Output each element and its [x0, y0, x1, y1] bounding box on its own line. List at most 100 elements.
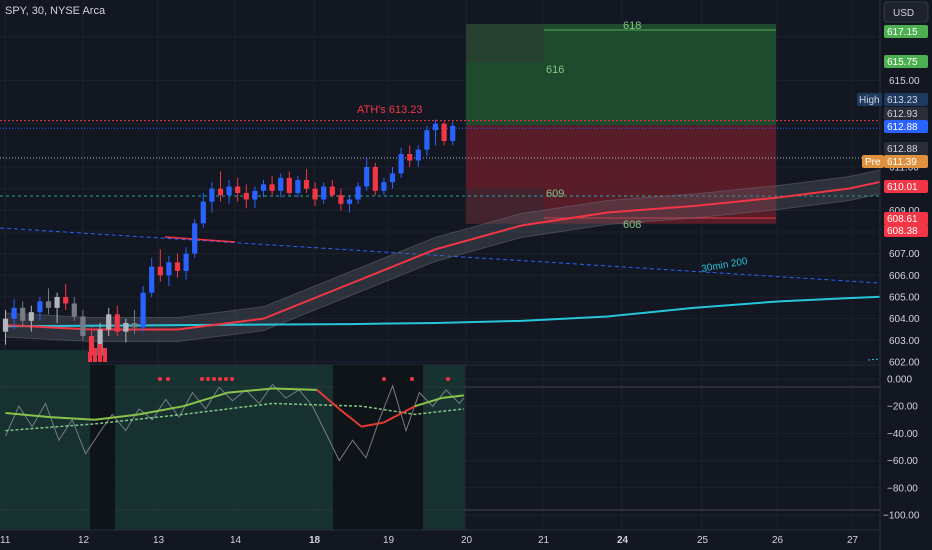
tag-high-value: 613.23	[887, 95, 918, 106]
candle	[106, 307, 112, 336]
tag-612-88-b: 612.88	[887, 144, 918, 155]
price-tick-label: 602.00	[889, 358, 920, 369]
candle	[174, 253, 181, 278]
osc-signal-dot	[230, 377, 234, 381]
candle-body	[381, 182, 387, 191]
osc-signal-dot	[158, 377, 162, 381]
green-zone-inner	[466, 24, 544, 62]
osc-main-segment	[383, 405, 416, 424]
candle	[71, 297, 77, 321]
candle	[260, 180, 267, 198]
candle	[140, 286, 146, 332]
candle-body	[415, 149, 421, 161]
candle-body	[312, 188, 318, 200]
tag-608-38: 608.38	[887, 226, 918, 237]
time-axis[interactable]: 11 12 13 14 18 19 20 21 24 25 26 27	[0, 535, 859, 546]
time-tick-label: 18	[309, 535, 321, 546]
candle-body	[260, 184, 267, 191]
time-tick-label: 27	[847, 535, 859, 546]
price-tags: 617.15 615.75 High 613.23 612.93 612.88 …	[857, 25, 928, 237]
osc-main-segment	[441, 394, 464, 400]
candle	[338, 188, 344, 211]
zone-label-red: 609	[546, 188, 564, 200]
time-tick-label: 19	[383, 535, 395, 546]
oscillator	[5, 377, 464, 428]
osc-tick-label: −20.00	[887, 402, 918, 413]
candle	[192, 219, 198, 258]
oscillator-axis[interactable]: 0.000 −20.00 −40.00 −60.00 −80.00 −100.00	[883, 375, 920, 522]
candle-body	[131, 323, 138, 328]
ma-label: 30min 200	[701, 256, 749, 275]
price-tick-label: 604.00	[889, 314, 920, 325]
candle-body	[355, 186, 361, 200]
candle	[217, 171, 224, 202]
candle	[28, 305, 34, 332]
candle	[398, 147, 404, 178]
tag-pre-label: Pre	[865, 157, 881, 168]
candle	[209, 182, 215, 213]
osc-tick-label: 0.000	[887, 375, 912, 386]
candle-body	[157, 266, 163, 276]
oscillator-bands	[0, 350, 465, 530]
candle	[312, 182, 318, 206]
spike-bar	[88, 352, 92, 362]
candle	[243, 184, 249, 209]
osc-main-segment	[183, 391, 229, 408]
candle	[346, 195, 353, 213]
candle-body	[252, 190, 258, 200]
candle	[123, 318, 129, 343]
candle-body	[432, 123, 439, 131]
candle	[20, 301, 26, 328]
osc-main-segment	[361, 421, 384, 428]
tag-608-61: 608.61	[887, 214, 918, 225]
risk-reward-zones[interactable]	[466, 24, 776, 224]
candle	[278, 173, 284, 198]
price-tick-label: 615.00	[889, 76, 920, 87]
candle-body	[2, 318, 9, 332]
price-axis-bg	[880, 0, 932, 550]
candle	[355, 182, 361, 204]
osc-main-segment	[138, 405, 184, 416]
candle	[286, 171, 292, 196]
candle-body	[123, 323, 129, 332]
candle	[389, 167, 396, 189]
candle-body	[226, 186, 232, 196]
candle	[157, 249, 163, 282]
currency-label: USD	[893, 8, 914, 19]
ma200-line	[5, 294, 900, 328]
currency-button[interactable]	[883, 1, 929, 23]
candle-body	[407, 154, 413, 161]
level-line	[867, 358, 881, 361]
candles[interactable]	[2, 119, 456, 362]
time-tick-label: 24	[617, 535, 629, 546]
candle-body	[364, 167, 370, 187]
osc-signal-dot	[446, 377, 450, 381]
candle-body	[54, 297, 60, 308]
osc-signal-dot	[212, 377, 216, 381]
candle-body	[338, 195, 344, 204]
candle	[269, 175, 275, 196]
candle-body	[295, 180, 301, 193]
candle-body	[192, 223, 198, 254]
tag-pre-value: 611.39	[887, 157, 917, 168]
tag-615-75: 615.75	[887, 57, 918, 68]
price-tick-label: 603.00	[889, 336, 920, 347]
candle-body	[114, 314, 120, 332]
candle	[45, 288, 52, 315]
candle	[80, 310, 86, 341]
candle	[149, 258, 155, 297]
candle-body	[80, 316, 86, 336]
spike-bar	[98, 344, 102, 362]
candle-body	[166, 262, 172, 276]
tag-610-01: 610.01	[887, 182, 918, 193]
candle-body	[28, 312, 34, 321]
candle	[381, 177, 387, 196]
candle-body	[389, 173, 396, 183]
osc-signal-dot	[206, 377, 210, 381]
tag-high-label: High	[859, 95, 880, 106]
time-tick-label: 26	[772, 535, 784, 546]
candle	[295, 175, 301, 198]
candle-body	[174, 262, 181, 271]
osc-tick-label: −100.00	[883, 511, 920, 522]
